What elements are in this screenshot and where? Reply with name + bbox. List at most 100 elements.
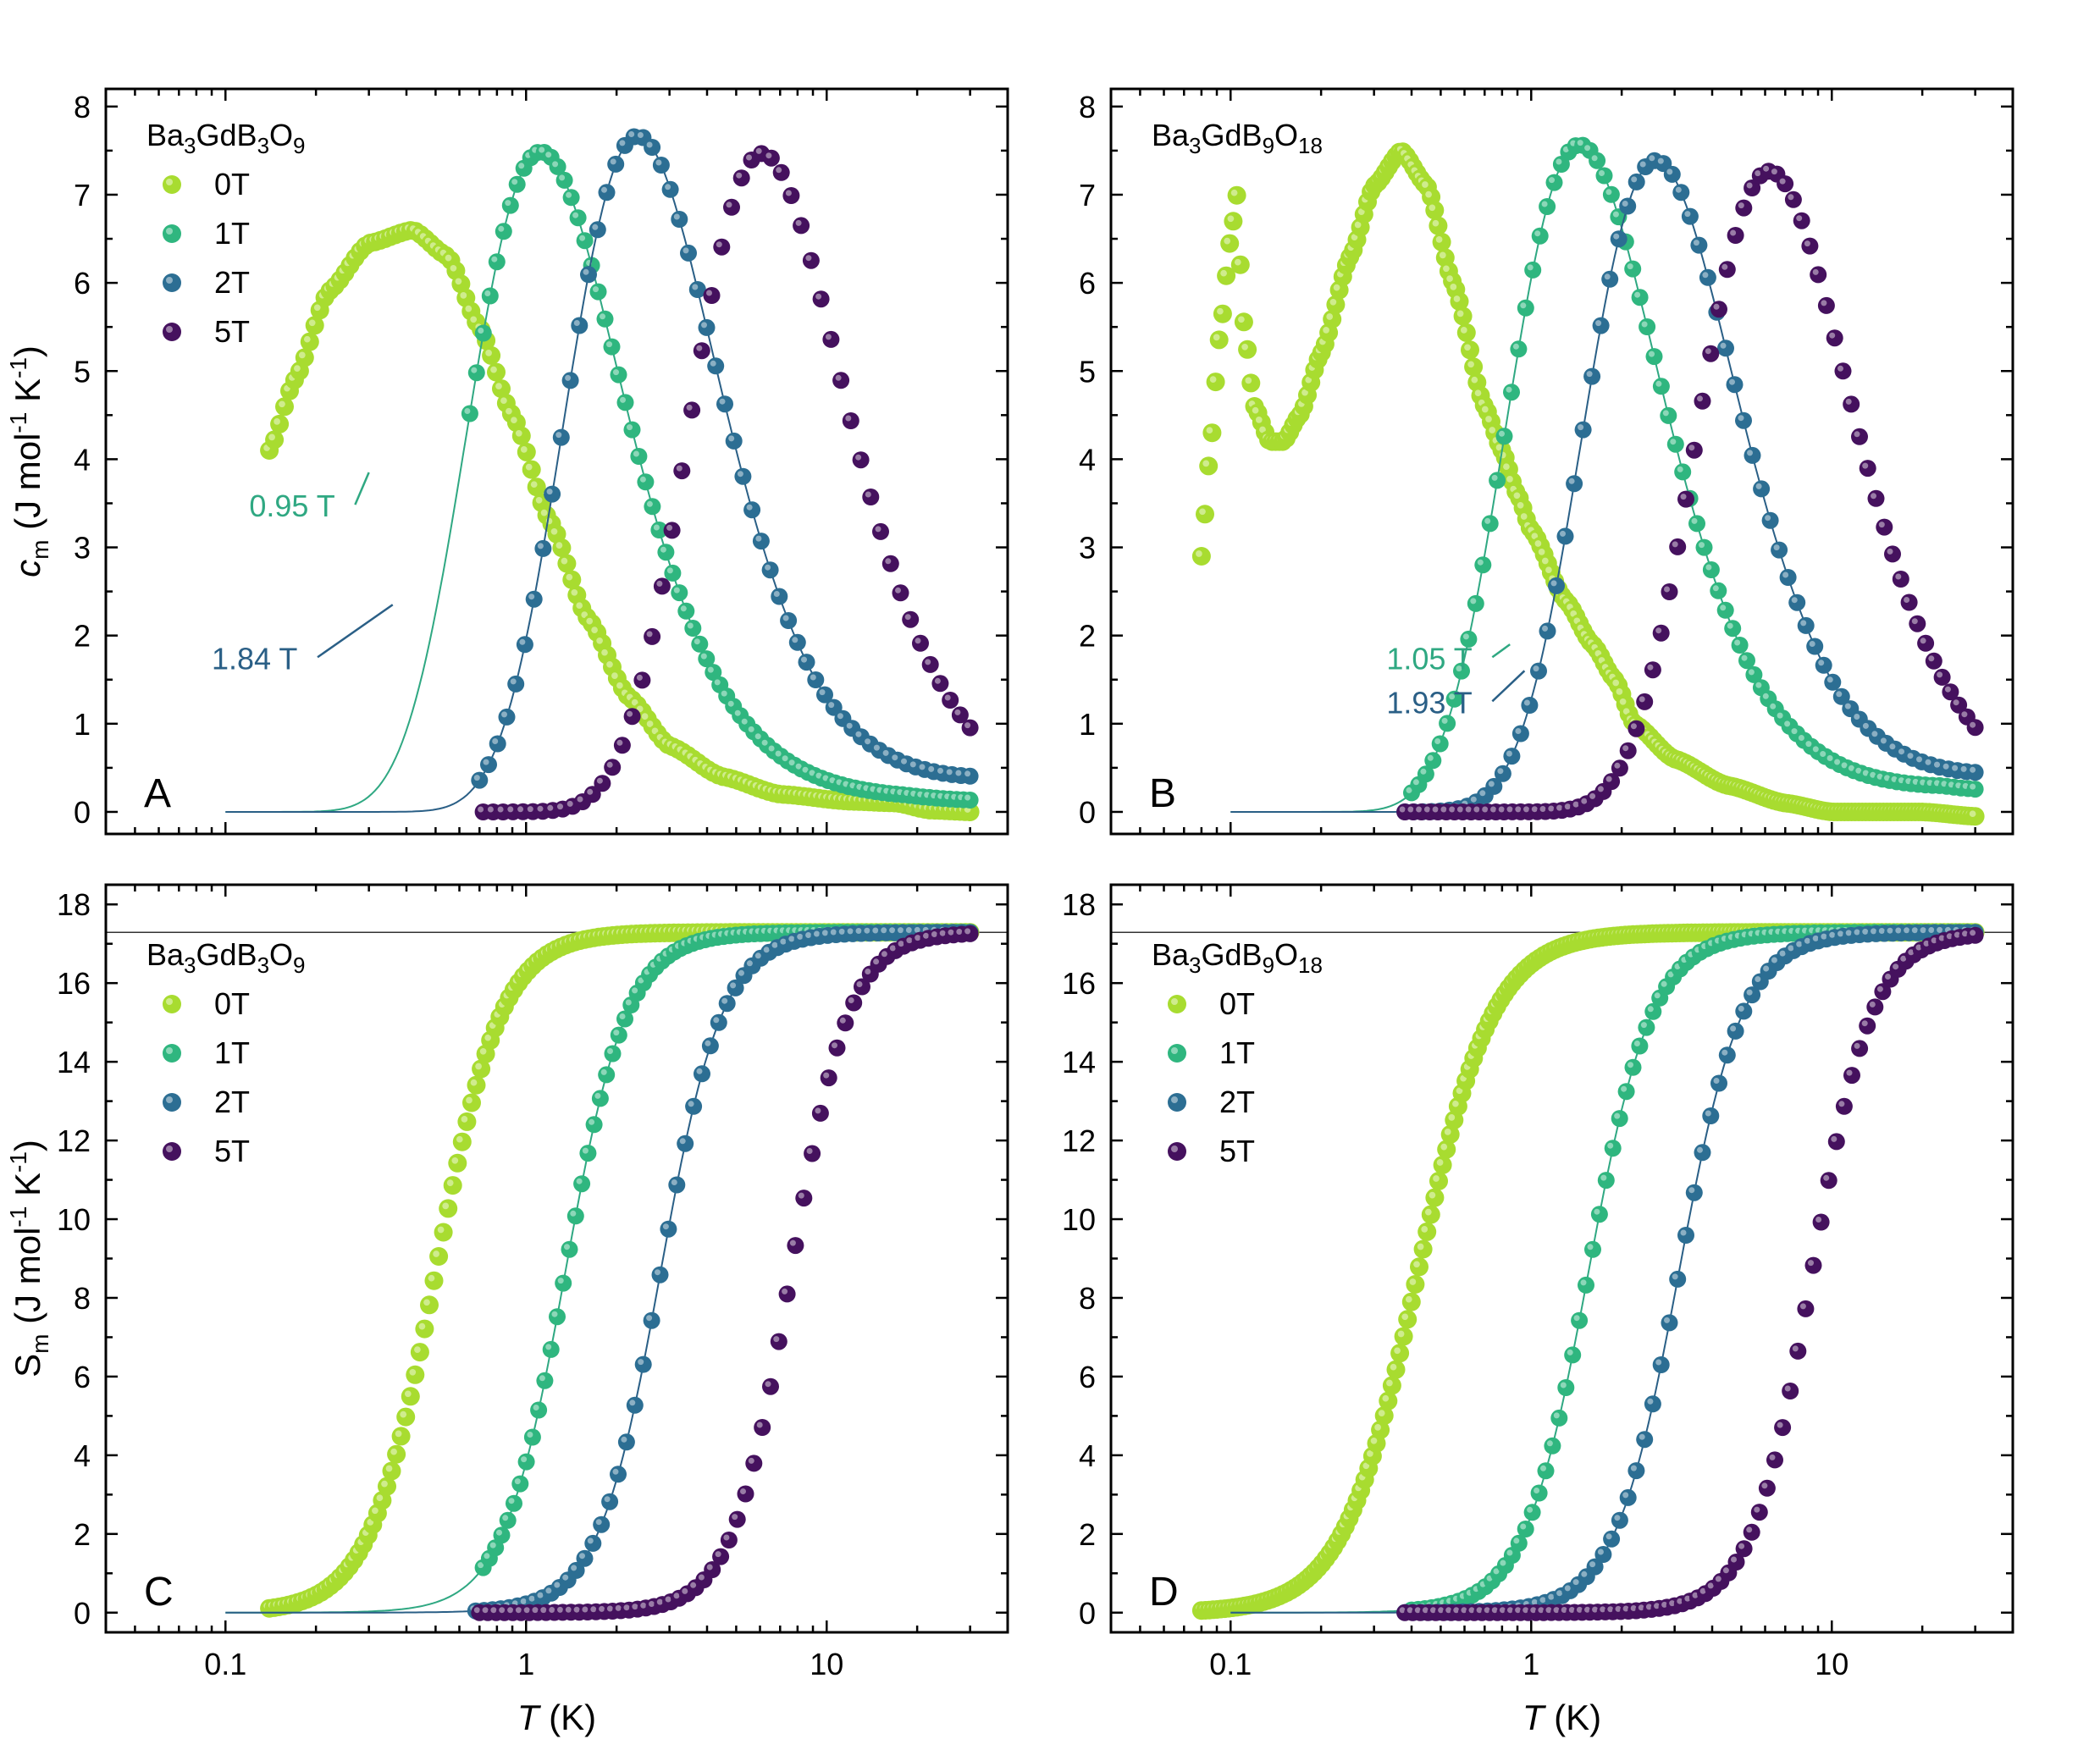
data-point-highlight [1796,941,1803,947]
data-point-highlight [1556,804,1563,811]
data-point [673,462,691,480]
data-point [1425,201,1445,220]
data-point [1234,312,1253,332]
data-point-highlight [1412,779,1419,786]
data-point [585,1116,603,1134]
data-point-highlight [1846,1069,1853,1076]
data-point-highlight [298,351,306,359]
data-point-highlight [1871,493,1876,500]
data-point-highlight [1836,691,1843,698]
data-point [1521,697,1539,714]
data-point [644,139,661,156]
data-point [443,1176,462,1195]
data-point-highlight [381,1480,388,1488]
data-point-highlight [1915,944,1922,951]
data-point-highlight [1705,564,1712,571]
data-point [1644,661,1661,679]
data-point [1503,748,1521,765]
data-point-highlight [615,1604,622,1611]
data-point-highlight [660,546,666,553]
data-point [644,627,661,645]
data-point [511,1475,529,1493]
data-point-highlight [294,365,301,372]
data-point-highlight [390,1448,397,1455]
data-point [1782,1383,1799,1399]
data-point-highlight [1599,170,1605,176]
data-point-highlight [1826,755,1833,761]
series-5T [1396,163,1984,820]
data-point-highlight [889,945,896,952]
data-point [931,675,949,693]
data-point-highlight [1572,1579,1579,1586]
data-point-highlight [1534,1488,1540,1493]
data-point-highlight [492,738,499,744]
data-point-highlight [832,1042,837,1049]
data-point [1966,781,1984,798]
data-point-highlight [1488,781,1495,787]
data-point [1394,1327,1413,1346]
data-point-highlight [934,677,941,684]
data-point [1401,1292,1421,1311]
data-point [406,1365,425,1384]
data-point [1866,998,1884,1016]
data-point-highlight [627,424,633,431]
data-point-highlight [587,788,594,795]
data-point [1489,472,1506,489]
data-point [507,675,525,693]
data-point-highlight [1970,930,1976,936]
data-point-highlight [1416,806,1423,813]
data-point-highlight [1484,517,1491,524]
data-point-highlight [1928,927,1935,933]
data-point-highlight [1245,377,1252,384]
data-point-highlight [1697,1146,1703,1153]
data-point-highlight [1420,768,1427,775]
data-point-highlight [1782,571,1789,578]
data-point [1884,545,1901,563]
data-point [1517,1521,1534,1537]
data-point-highlight [475,1063,482,1070]
data-point-highlight [550,527,558,535]
data-point-highlight [1520,302,1527,309]
data-point [275,397,294,417]
y-tick-label: 5 [74,354,91,389]
data-point [373,1491,392,1510]
data-point-highlight [506,407,512,415]
data-point [1859,1017,1876,1035]
data-point-highlight [471,367,478,373]
data-point-highlight [1367,1450,1373,1457]
data-point-highlight [523,1607,530,1614]
data-point [1467,594,1484,612]
data-point-highlight [1422,1607,1429,1614]
data-point-highlight [1861,1020,1868,1027]
data-point-highlight [1597,1549,1604,1555]
data-point [1610,230,1628,248]
data-point [1530,1484,1548,1502]
data-point [705,664,722,682]
data-point-highlight [1531,533,1539,540]
data-point-highlight [653,524,660,531]
data-point [1645,348,1663,366]
data-point-highlight [1818,660,1825,666]
data-point [1797,616,1815,634]
data-point [542,1340,560,1358]
data-point [1789,1342,1807,1360]
data-point-highlight [521,1456,528,1463]
data-point [1771,541,1788,559]
data-point [1440,1124,1460,1144]
data-point-highlight [562,1574,569,1581]
data-point [1824,673,1842,691]
data-point [1793,212,1810,229]
data-point-highlight [1605,1533,1612,1540]
data-point-highlight [1374,1424,1381,1431]
data-point-highlight [1884,775,1890,781]
data-point [534,539,552,557]
data-point-highlight [706,290,712,296]
data-point [1735,1540,1753,1558]
data-point [650,522,668,538]
data-point [498,708,516,726]
data-point-highlight [1577,140,1583,146]
data-point-highlight [1607,1142,1614,1149]
data-point-highlight [904,614,911,621]
data-point-highlight [1672,1273,1678,1280]
data-point [501,196,519,214]
